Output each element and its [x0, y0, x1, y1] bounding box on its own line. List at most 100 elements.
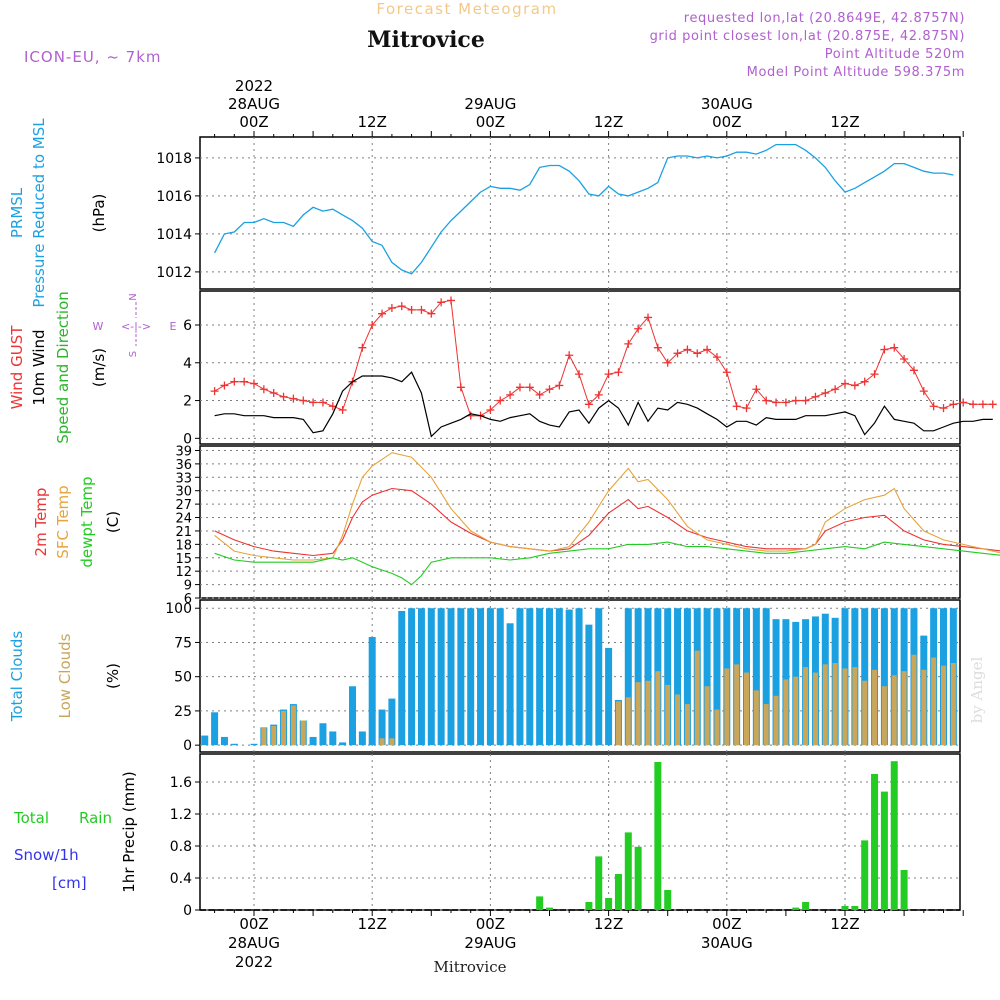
- rain-bar: [654, 762, 662, 910]
- gust-marker: [486, 406, 495, 414]
- total-cloud-bar: [880, 608, 888, 746]
- y-tick-label: 24: [175, 512, 192, 527]
- gust-marker: [604, 370, 613, 379]
- low-cloud-bar: [645, 680, 651, 746]
- gust-marker: [880, 345, 889, 354]
- gust-marker: [594, 390, 603, 399]
- total-cloud-bar: [585, 624, 593, 746]
- time-label-top: 29AUG: [464, 95, 516, 113]
- gust-marker: [259, 385, 268, 394]
- low-cloud-bar: [842, 668, 848, 746]
- y-tick-label: 0: [183, 738, 192, 754]
- y-tick-label: 1016: [156, 189, 192, 205]
- gust-marker: [969, 400, 978, 409]
- low-cloud-bar: [832, 662, 838, 746]
- grid-lines: [200, 137, 960, 911]
- total-cloud-bar: [752, 608, 760, 746]
- low-cloud-bar: [921, 669, 927, 746]
- time-label-top: 00Z: [712, 113, 741, 131]
- model-label: ICON-EU, ~ 7km: [24, 48, 162, 66]
- gust-marker: [900, 355, 909, 363]
- rain-bar: [851, 906, 859, 910]
- total-cloud-bar: [762, 608, 770, 746]
- total-cloud-bar: [861, 608, 869, 746]
- gust-marker: [801, 396, 810, 405]
- gust-marker: [378, 309, 387, 318]
- low-cloud-bar: [793, 676, 799, 746]
- total-cloud-bar: [417, 608, 425, 746]
- low-cloud-bar: [615, 701, 621, 746]
- low-cloud-bar: [281, 710, 287, 746]
- rain-bar: [605, 898, 613, 910]
- panel-label: SFC Temp: [54, 485, 72, 558]
- gust-marker: [299, 396, 308, 405]
- gust-marker: [289, 394, 298, 403]
- total-cloud-bar: [368, 636, 376, 746]
- time-label-bottom: 00Z: [239, 915, 268, 933]
- gust-marker: [781, 398, 790, 407]
- gust-marker: [791, 396, 800, 405]
- y-tick-label: 21: [175, 525, 192, 540]
- gust-marker: [634, 324, 643, 333]
- y-tick-label: 1.2: [170, 807, 192, 823]
- rain-bar: [792, 907, 800, 910]
- gust-marker: [614, 368, 623, 377]
- compass-s: S: [128, 351, 139, 357]
- total-cloud-bar: [526, 608, 534, 746]
- total-cloud-bar: [703, 608, 711, 746]
- low-cloud-bar: [862, 680, 868, 746]
- low-cloud-bar: [655, 671, 661, 746]
- gust-marker: [417, 305, 426, 314]
- total-cloud-bar: [309, 736, 317, 746]
- panel-label: Low Clouds: [56, 633, 74, 718]
- total-cloud-bar: [624, 608, 632, 746]
- time-label-bottom: 29AUG: [464, 934, 516, 952]
- total-cloud-bar: [664, 608, 672, 746]
- total-cloud-bar: [683, 608, 691, 746]
- svg-text:<-|->: <-|->: [121, 320, 151, 333]
- temp-line: [214, 452, 1000, 561]
- gust-marker: [821, 389, 830, 397]
- y-tick-label: 6: [183, 318, 192, 334]
- panel-frame: [199, 599, 961, 753]
- gust-marker: [309, 398, 318, 407]
- model-altitude: Model Point Altitude 598.375m: [747, 65, 965, 80]
- panel-label: PRMSL: [8, 187, 26, 238]
- total-cloud-bar: [713, 608, 721, 746]
- y-tick-label: 18: [175, 538, 192, 553]
- low-cloud-bar: [872, 669, 878, 746]
- total-cloud-bar: [398, 610, 406, 746]
- precip-rain-label: Rain: [79, 809, 112, 827]
- low-cloud-bar: [635, 682, 641, 746]
- low-cloud-bar: [812, 672, 818, 746]
- rain-bar: [900, 870, 908, 910]
- rain-bar: [871, 774, 879, 910]
- time-label-top: 28AUG: [228, 95, 280, 113]
- total-cloud-bar: [575, 608, 583, 746]
- time-label-bottom: 00Z: [476, 915, 505, 933]
- y-tick-label: 27: [175, 498, 192, 513]
- rain-bar: [861, 840, 869, 910]
- total-cloud-bar: [565, 609, 573, 746]
- total-cloud-bar: [595, 608, 603, 746]
- panel-frame: [199, 753, 961, 911]
- gust-marker: [742, 404, 751, 413]
- gust-marker: [525, 383, 534, 392]
- total-cloud-bar: [211, 712, 219, 746]
- y-tick-label: 33: [175, 471, 192, 486]
- gust-marker: [703, 345, 712, 354]
- gust-marker: [653, 343, 662, 352]
- time-label-bottom: 30AUG: [701, 934, 753, 952]
- gust-marker: [368, 321, 377, 329]
- gust-marker: [358, 343, 367, 352]
- gust-marker: [712, 353, 721, 362]
- y-tick-label: 9: [184, 579, 192, 594]
- gust-marker: [772, 398, 781, 407]
- y-tick-label: 36: [175, 458, 192, 473]
- gust-marker: [929, 402, 938, 411]
- low-cloud-bar: [852, 667, 858, 746]
- total-cloud-bar: [437, 608, 445, 746]
- gust-marker: [870, 370, 879, 379]
- gust-marker: [722, 368, 731, 377]
- panel-frames: [199, 136, 961, 911]
